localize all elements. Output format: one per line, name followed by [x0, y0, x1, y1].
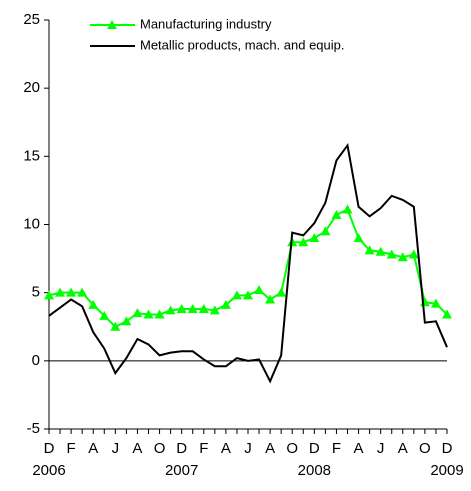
y-tick-label: 25 — [23, 11, 40, 28]
point-marker — [265, 294, 276, 304]
series-line — [48, 208, 448, 328]
point-marker — [44, 290, 54, 300]
point-marker — [143, 309, 154, 319]
point-marker — [408, 249, 419, 259]
point-marker — [320, 226, 331, 236]
point-marker — [132, 308, 143, 318]
point-marker — [110, 321, 121, 331]
point-marker — [430, 298, 441, 308]
point-marker — [154, 309, 165, 319]
y-tick-label: -5 — [27, 420, 40, 437]
point-marker — [254, 284, 265, 294]
point-marker — [243, 290, 253, 300]
point-marker — [220, 299, 231, 309]
point-marker — [176, 304, 187, 314]
point-marker — [309, 233, 320, 243]
point-marker — [342, 204, 353, 214]
point-marker — [231, 290, 242, 300]
point-marker — [364, 245, 375, 255]
point-marker — [165, 305, 176, 315]
point-marker — [99, 310, 110, 320]
y-tick-label: 20 — [23, 79, 40, 96]
x-tick-label: O — [419, 440, 431, 457]
x-tick-label: D — [176, 440, 187, 457]
x-tick-label: J — [244, 440, 252, 457]
x-tick-label: D — [44, 440, 55, 457]
legend-label: Manufacturing industry — [140, 16, 272, 31]
legend-marker — [107, 20, 117, 29]
y-tick-label: 10 — [23, 215, 40, 232]
x-tick-label: A — [354, 440, 364, 457]
point-marker — [353, 233, 364, 243]
x-tick-label: O — [154, 440, 166, 457]
legend-label: Metallic products, mach. and equip. — [140, 37, 345, 52]
x-tick-label: D — [309, 440, 320, 457]
y-tick-label: 0 — [32, 352, 40, 369]
x-tick-label: D — [442, 440, 453, 457]
point-marker — [386, 249, 397, 259]
point-marker — [198, 304, 209, 314]
x-tick-label: J — [377, 440, 385, 457]
point-marker — [298, 237, 309, 247]
x-year-label: 2006 — [32, 462, 65, 479]
x-tick-label: F — [67, 440, 76, 457]
point-marker — [55, 287, 66, 297]
x-tick-label: J — [112, 440, 120, 457]
x-tick-label: A — [221, 440, 231, 457]
x-tick-label: A — [265, 440, 275, 457]
x-tick-label: F — [332, 440, 341, 457]
x-tick-label: A — [398, 440, 408, 457]
x-year-label: 2007 — [165, 462, 198, 479]
point-marker — [442, 309, 452, 319]
series-line — [48, 142, 448, 384]
point-marker — [121, 316, 132, 326]
point-marker — [375, 246, 386, 256]
point-marker — [66, 287, 77, 297]
point-marker — [77, 287, 88, 297]
x-tick-label: A — [88, 440, 98, 457]
point-marker — [187, 304, 198, 314]
y-tick-label: 15 — [23, 147, 40, 164]
point-marker — [397, 252, 408, 262]
y-tick-label: 5 — [32, 284, 40, 301]
x-tick-label: O — [286, 440, 298, 457]
point-marker — [331, 209, 342, 219]
point-marker — [209, 305, 220, 315]
x-year-label: 2008 — [298, 462, 331, 479]
x-tick-label: F — [199, 440, 208, 457]
point-marker — [88, 299, 99, 309]
x-year-label: 2009 — [430, 462, 463, 479]
point-marker — [276, 287, 287, 297]
x-tick-label: A — [132, 440, 142, 457]
